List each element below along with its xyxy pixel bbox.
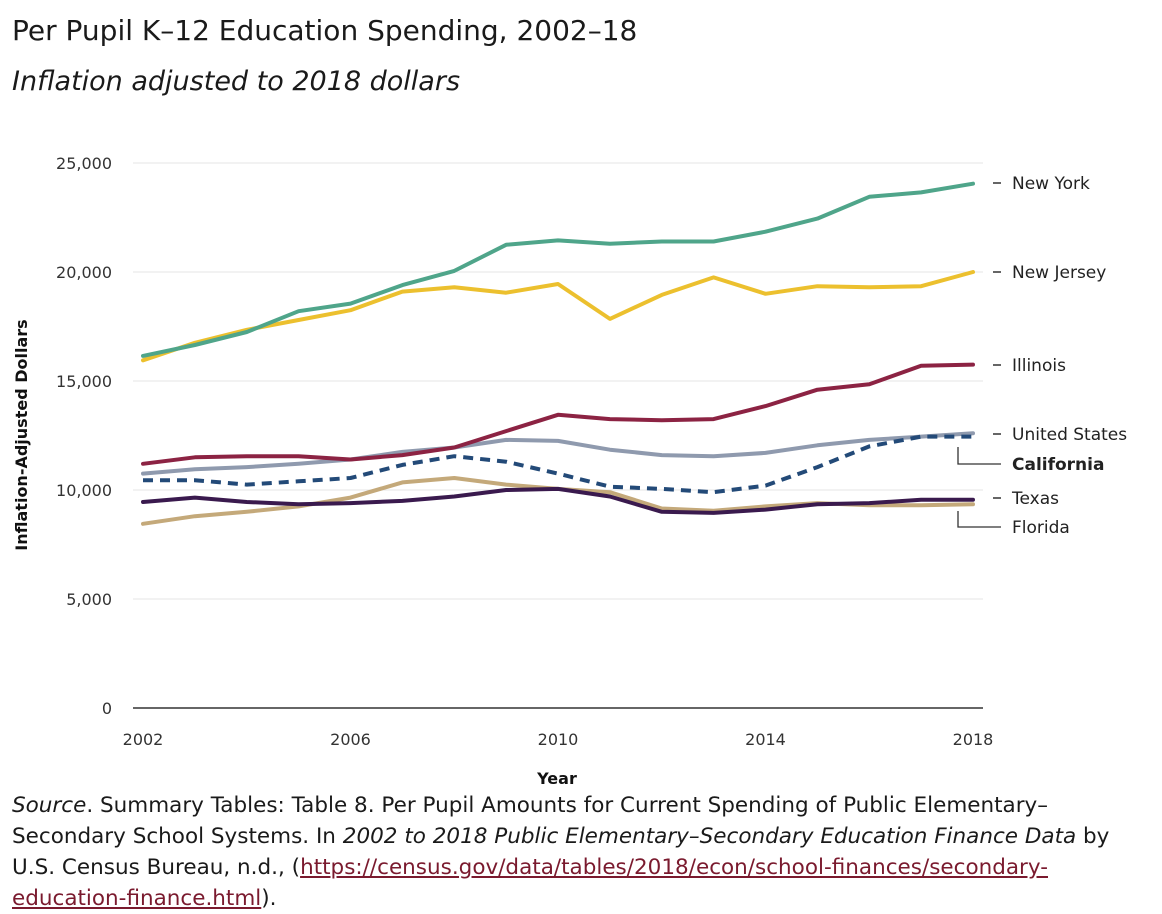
x-tick-label: 2002 [123, 730, 164, 749]
legend-label-florida: Florida [1012, 518, 1070, 538]
legend-label-illinois: Illinois [1012, 356, 1066, 376]
y-tick-label: 25,000 [56, 154, 112, 173]
y-axis-ticks: 0 5,000 10,000 15,000 20,000 25,000 [56, 154, 112, 718]
legend-label-new-york: New York [1012, 174, 1090, 194]
series-lines [141, 181, 975, 526]
y-tick-label: 0 [102, 699, 112, 718]
y-axis-title: Inflation-Adjusted Dollars [12, 319, 31, 550]
series-line-illinois [141, 362, 975, 466]
y-tick-label: 20,000 [56, 263, 112, 282]
x-tick-label: 2006 [330, 730, 371, 749]
legend-label-california: California [1012, 455, 1104, 475]
source-text-1: . Summary Tables: Table 8. Per Pupil Amo… [12, 793, 1049, 849]
source-link[interactable]: https://census.gov/data/tables/2018/econ… [12, 855, 1048, 911]
source-note: Source. Summary Tables: Table 8. Per Pup… [12, 790, 1132, 914]
gridlines [133, 162, 983, 709]
y-tick-label: 15,000 [56, 372, 112, 391]
legend-label-new-jersey: New Jersey [1012, 263, 1106, 283]
source-text-3: ). [261, 886, 277, 911]
x-tick-label: 2018 [953, 730, 994, 749]
legend-label-texas: Texas [1011, 489, 1059, 509]
series-line-new-jersey [141, 270, 975, 363]
chart-title: Per Pupil K–12 Education Spending, 2002–… [12, 14, 638, 47]
source-label: Source [12, 793, 87, 818]
x-tick-label: 2010 [538, 730, 579, 749]
chart-subtitle: Inflation adjusted to 2018 dollars [12, 66, 461, 97]
series-line-florida [141, 486, 975, 515]
source-text-2: by U.S. Census Bureau, n.d., ( [12, 824, 1110, 880]
source-title: 2002 to 2018 Public Elementary–Secondary… [342, 824, 1077, 849]
x-axis-ticks: 2002 2006 2010 2014 2018 [123, 730, 994, 749]
x-axis-title: Year [536, 769, 577, 788]
series-line-united-states [141, 431, 975, 476]
series-line-new-york [141, 181, 975, 358]
x-tick-label: 2014 [745, 730, 786, 749]
y-tick-label: 10,000 [56, 481, 112, 500]
legend: New York New Jersey Illinois United States C… [957, 174, 1127, 538]
series-line-california [143, 434, 973, 495]
legend-connector-florida [957, 511, 1001, 528]
legend-label-united-states: United States [1012, 425, 1127, 445]
y-tick-label: 5,000 [66, 590, 112, 609]
legend-connector-california [957, 447, 1001, 465]
